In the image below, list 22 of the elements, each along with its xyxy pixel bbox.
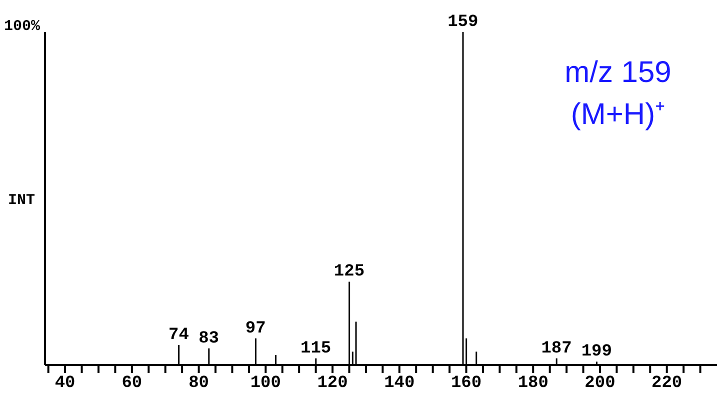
x-tick-label: 220	[652, 374, 682, 394]
annotation: 74	[168, 326, 189, 346]
annotation: 187	[541, 339, 572, 358]
x-tick-label: 140	[384, 374, 415, 394]
x-tick-label: 120	[317, 374, 348, 394]
annotation: 83	[198, 329, 220, 348]
annotation: m/z 159	[564, 56, 672, 89]
x-tick-label: 200	[584, 374, 616, 394]
annotation: 125	[334, 262, 365, 282]
x-tick-label: 160	[450, 374, 482, 394]
x-tick-label: 180	[518, 374, 548, 394]
x-tick-label: 40	[54, 374, 76, 394]
annotation: 159	[448, 12, 478, 32]
annotation: (M+H)⁺	[570, 98, 666, 131]
x-tick-label: 100	[250, 374, 281, 394]
text: 100%	[4, 18, 42, 35]
x-tick-label: 60	[122, 374, 142, 394]
annotation: 199	[581, 342, 612, 362]
annotation: 97	[245, 319, 266, 338]
y-axis-title: INT	[8, 192, 36, 209]
annotation: 115	[300, 339, 332, 358]
x-tick-label: 80	[188, 374, 209, 394]
